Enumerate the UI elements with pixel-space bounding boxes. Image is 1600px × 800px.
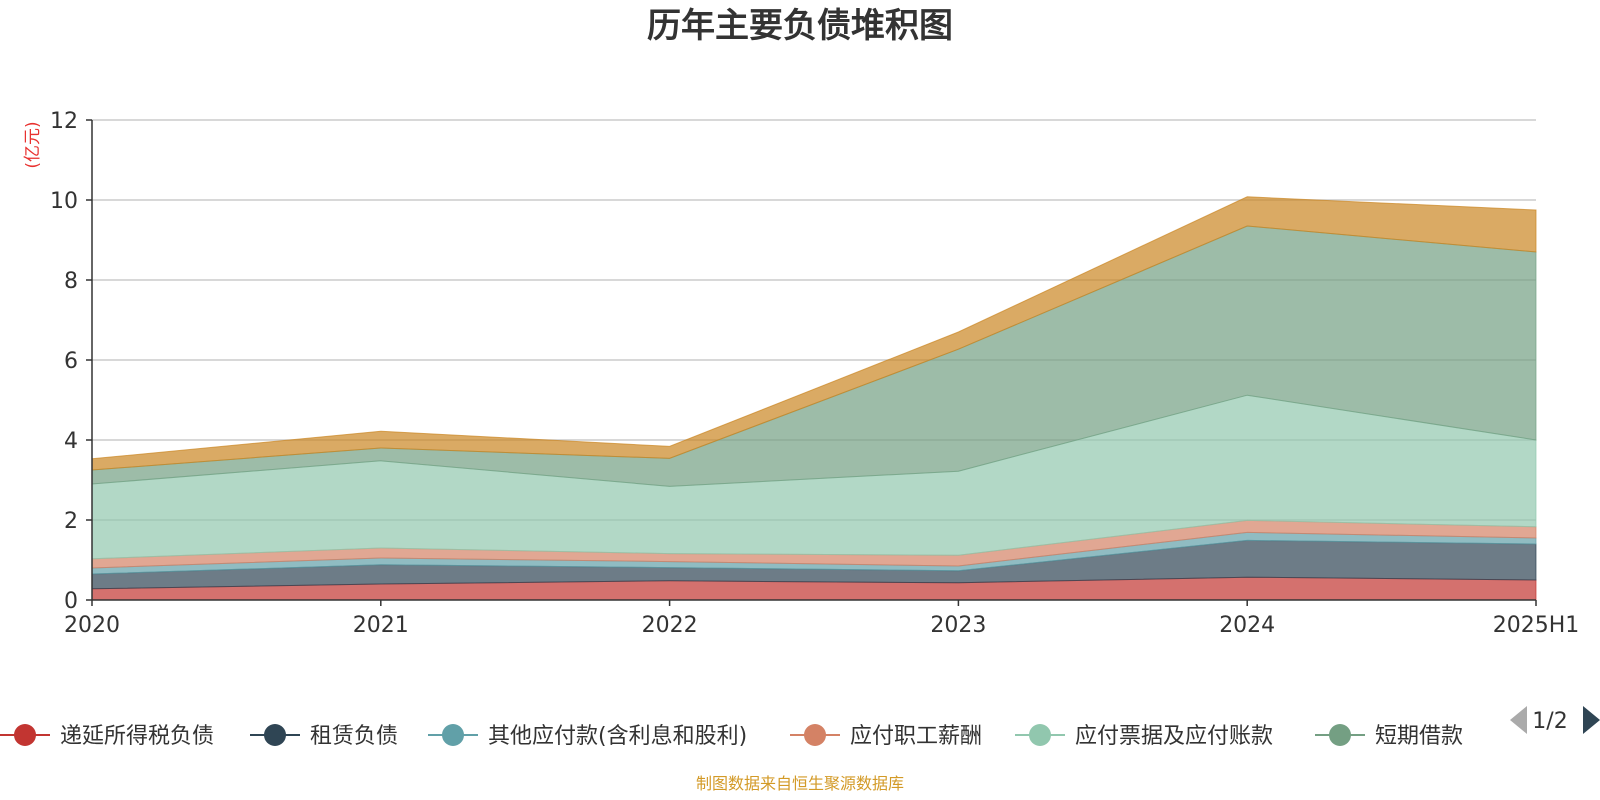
x-tick-label: 2024 [1219,613,1275,638]
data-source-note: 制图数据来自恒生聚源数据库 [696,774,904,793]
x-tick-label: 2022 [642,613,698,638]
legend-circle-icon [1029,724,1051,746]
y-axis-tick-labels: 0 2 4 6 8 10 12 [50,109,78,614]
legend-prev-page-icon[interactable] [1510,706,1527,734]
legend-pager: 1/2 [1510,706,1600,734]
legend-item[interactable]: 短期借款 [1315,724,1463,749]
chart-title: 历年主要负债堆积图 [647,6,953,46]
legend-circle-icon [14,724,36,746]
x-tick-label: 2021 [353,613,409,638]
x-tick-label: 2025H1 [1493,613,1580,638]
y-tick-label: 8 [64,269,78,294]
legend-label: 租赁负债 [310,724,398,749]
legend-next-page-icon[interactable] [1583,706,1600,734]
legend-label: 短期借款 [1375,724,1463,749]
legend-page-indicator: 1/2 [1532,709,1567,734]
legend: 递延所得税负债 租赁负债 其他应付款(含利息和股利) 应付职工薪酬 应付票据及应付账款 短… [0,724,1463,749]
x-axis-tick-labels: 2020 2021 2022 2023 2024 2025H1 [64,613,1579,638]
area-series [91,196,1537,601]
y-tick-label: 4 [64,429,78,454]
legend-item[interactable]: 其他应付款(含利息和股利) [428,724,747,749]
axes [86,119,1537,606]
x-tick-label: 2023 [930,613,986,638]
y-axis-unit-label: (亿元) [23,121,43,168]
y-tick-label: 2 [64,509,78,534]
area-series-6 [91,196,1537,471]
legend-item[interactable]: 应付票据及应付账款 [1015,724,1273,749]
legend-label: 应付职工薪酬 [850,724,982,749]
legend-item[interactable]: 租赁负债 [250,724,398,749]
y-tick-label: 10 [50,189,78,214]
legend-label: 应付票据及应付账款 [1075,724,1273,749]
legend-label: 其他应付款(含利息和股利) [488,724,747,749]
legend-circle-icon [264,724,286,746]
legend-item[interactable]: 递延所得税负债 [0,724,214,749]
y-tick-label: 0 [64,589,78,614]
legend-item[interactable]: 应付职工薪酬 [790,724,982,749]
y-tick-label: 6 [64,349,78,374]
legend-circle-icon [442,724,464,746]
legend-circle-icon [1329,724,1351,746]
y-tick-label: 12 [50,109,78,134]
x-tick-label: 2020 [64,613,120,638]
legend-circle-icon [804,724,826,746]
legend-label: 递延所得税负债 [60,724,214,749]
